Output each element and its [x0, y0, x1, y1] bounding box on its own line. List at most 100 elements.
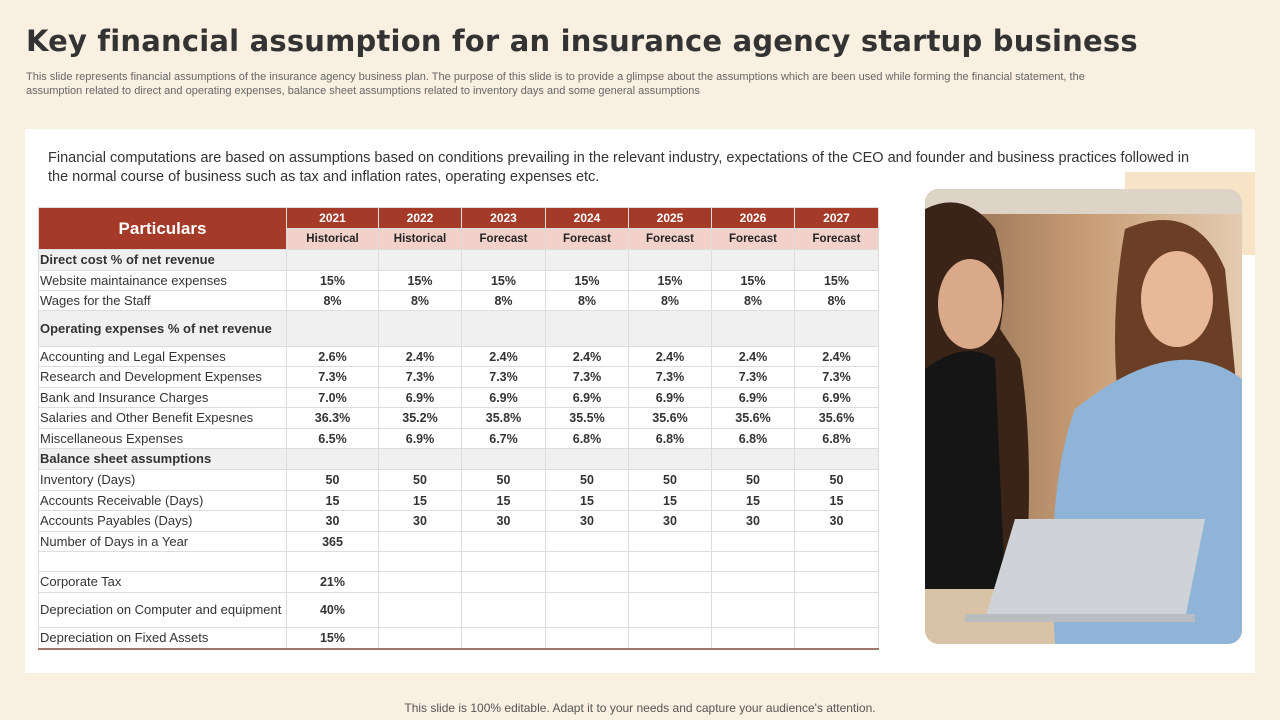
value-cell: 30	[794, 510, 879, 532]
phase-cell: Forecast	[794, 228, 879, 250]
phase-cell: Forecast	[711, 228, 795, 250]
value-cell: 7.3%	[286, 366, 379, 388]
value-cell: 8%	[794, 290, 879, 311]
value-cell: 8%	[461, 290, 546, 311]
value-cell: 6.9%	[378, 387, 462, 408]
empty-cell	[545, 551, 629, 572]
row-label: Salaries and Other Benefit Expesnes	[38, 407, 287, 429]
section-row: Balance sheet assumptions	[38, 448, 879, 470]
value-cell: 40%	[286, 592, 379, 628]
data-row: Research and Development Expenses 7.3% 7.3…	[38, 366, 879, 388]
empty-cell	[794, 571, 879, 593]
empty-cell	[794, 551, 879, 572]
data-row: Corporate Tax 21%	[38, 571, 879, 593]
value-cell: 365	[286, 531, 379, 552]
data-row: Bank and Insurance Charges 7.0% 6.9% 6.9% 6.…	[38, 387, 879, 408]
value-cell: 36.3%	[286, 407, 379, 429]
year-cell: 2023	[461, 207, 546, 229]
row-label: Accounts Receivable (Days)	[38, 490, 287, 511]
value-cell: 35.5%	[545, 407, 629, 429]
value-cell: 6.8%	[794, 428, 879, 449]
empty-cell	[461, 249, 546, 271]
value-cell: 15%	[378, 270, 462, 291]
empty-cell	[628, 551, 712, 572]
empty-cell	[711, 592, 795, 628]
value-cell: 50	[461, 469, 546, 491]
value-cell: 50	[286, 469, 379, 491]
empty-cell	[545, 531, 629, 552]
data-row	[38, 551, 879, 572]
value-cell: 50	[628, 469, 712, 491]
empty-cell	[378, 551, 462, 572]
data-row: Accounts Receivable (Days) 15 15 15 15 15 15 15	[38, 490, 879, 511]
empty-cell	[545, 249, 629, 271]
value-cell: 15%	[286, 627, 379, 650]
value-cell: 6.8%	[711, 428, 795, 449]
value-cell: 15%	[286, 270, 379, 291]
value-cell: 7.0%	[286, 387, 379, 408]
empty-cell	[378, 448, 462, 470]
value-cell: 6.9%	[545, 387, 629, 408]
empty-cell	[378, 249, 462, 271]
year-cell: 2027	[794, 207, 879, 229]
description: This slide represents financial assumpti…	[26, 71, 1085, 97]
section-label: Direct cost % of net revenue	[38, 249, 287, 271]
year-cell: 2022	[378, 207, 462, 229]
value-cell: 8%	[711, 290, 795, 311]
empty-cell	[794, 249, 879, 271]
value-cell: 35.6%	[711, 407, 795, 429]
footer-note: This slide is 100% editable. Adapt it to…	[404, 701, 876, 715]
empty-cell	[545, 627, 629, 650]
empty-cell	[628, 592, 712, 628]
value-cell: 15	[628, 490, 712, 511]
empty-cell	[461, 448, 546, 470]
phase-row: Historical Historical Forecast Forecast Fore…	[39, 228, 879, 250]
value-cell: 15%	[794, 270, 879, 291]
value-cell: 2.4%	[711, 346, 795, 367]
empty-cell	[711, 310, 795, 347]
empty-cell	[286, 310, 379, 347]
phase-cell: Forecast	[628, 228, 712, 250]
value-cell: 15%	[628, 270, 712, 291]
data-row: Inventory (Days) 50 50 50 50 50 50 50	[38, 469, 879, 491]
phase-cell: Forecast	[461, 228, 546, 250]
row-label: Corporate Tax	[38, 571, 287, 593]
row-label: Depreciation on Fixed Assets	[38, 627, 287, 650]
row-label: Bank and Insurance Charges	[38, 387, 287, 408]
empty-cell	[711, 627, 795, 650]
value-cell: 30	[628, 510, 712, 532]
data-row: Website maintainance expenses 15% 15% 15% 15…	[38, 270, 879, 291]
value-cell: 35.6%	[794, 407, 879, 429]
empty-cell	[378, 571, 462, 593]
value-cell: 15%	[461, 270, 546, 291]
value-cell: 15	[378, 490, 462, 511]
empty-cell	[461, 627, 546, 650]
empty-cell	[794, 531, 879, 552]
row-label: Miscellaneous Expenses	[38, 428, 287, 449]
corner-cell: Particulars	[38, 207, 287, 250]
row-label	[38, 551, 287, 572]
data-row: Wages for the Staff 8% 8% 8% 8% 8% 8% 8%	[38, 290, 879, 311]
assumption-table: Particulars 2021 2022 2023 2024 2025 2026 2027 H…	[38, 207, 879, 650]
row-label: Research and Development Expenses	[38, 366, 287, 388]
empty-cell	[461, 571, 546, 593]
year-cell: 2024	[545, 207, 629, 229]
value-cell: 6.8%	[545, 428, 629, 449]
data-row: Depreciation on Computer and equipment 40…	[38, 592, 879, 628]
empty-cell	[545, 571, 629, 593]
value-cell: 7.3%	[461, 366, 546, 388]
value-cell: 15	[794, 490, 879, 511]
row-label: Number of Days in a Year	[38, 531, 287, 552]
empty-cell	[461, 531, 546, 552]
row-label: Accounting and Legal Expenses	[38, 346, 287, 367]
value-cell: 50	[545, 469, 629, 491]
empty-cell	[545, 448, 629, 470]
row-label: Wages for the Staff	[38, 290, 287, 311]
value-cell: 6.9%	[461, 387, 546, 408]
empty-cell	[628, 249, 712, 271]
value-cell: 2.4%	[378, 346, 462, 367]
row-label: Accounts Payables (Days)	[38, 510, 287, 532]
value-cell: 30	[378, 510, 462, 532]
value-cell: 2.6%	[286, 346, 379, 367]
